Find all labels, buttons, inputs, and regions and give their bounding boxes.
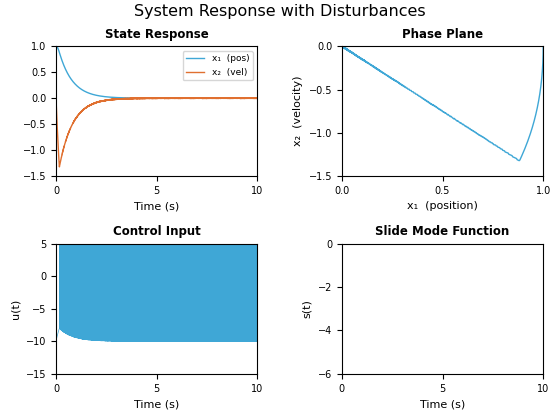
Y-axis label: s(t): s(t) [302,299,312,318]
Title: Slide Mode Function: Slide Mode Function [375,226,510,239]
Y-axis label: u(t): u(t) [10,299,20,319]
Y-axis label: x₂  (velocity): x₂ (velocity) [293,76,303,147]
X-axis label: Time (s): Time (s) [420,399,465,409]
X-axis label: x₁  (position): x₁ (position) [407,202,478,212]
X-axis label: Time (s): Time (s) [134,399,179,409]
X-axis label: Time (s): Time (s) [134,202,179,212]
Title: Phase Plane: Phase Plane [402,28,483,41]
Title: Control Input: Control Input [113,226,200,239]
Text: System Response with Disturbances: System Response with Disturbances [134,4,426,19]
Title: State Response: State Response [105,28,208,41]
Legend: x₁  (pos), x₂  (vel): x₁ (pos), x₂ (vel) [183,51,253,81]
